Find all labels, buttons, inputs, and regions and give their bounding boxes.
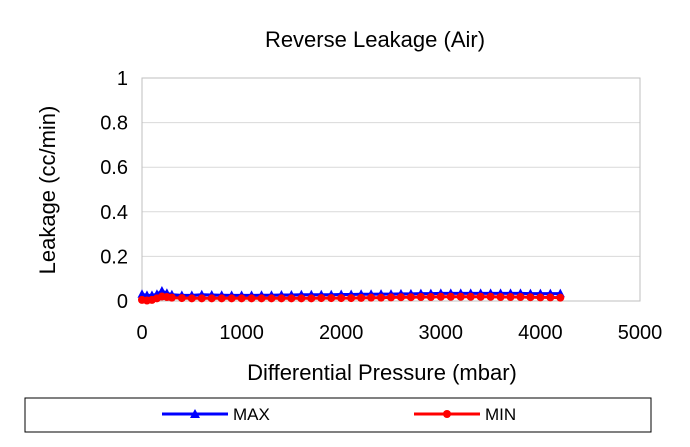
series-min-point <box>167 293 176 302</box>
gridlines <box>142 77 640 257</box>
series-min-point <box>247 294 256 303</box>
series-min-point <box>347 294 356 303</box>
series-min-point <box>526 293 535 302</box>
series-min-point <box>187 294 196 303</box>
x-tick-label: 5000 <box>618 322 663 344</box>
legend-box <box>24 397 652 433</box>
series-min-point <box>307 294 316 303</box>
series-min-point <box>387 293 395 302</box>
plot-area <box>141 77 641 302</box>
x-tick-labels: 0 1000 2000 3000 4000 5000 <box>136 322 662 344</box>
legend-min-label: MIN <box>485 405 516 424</box>
series-min-point <box>207 294 216 303</box>
legend-item-max: MAX <box>162 405 270 424</box>
series-min-point <box>177 294 186 303</box>
series-min-point <box>426 292 435 301</box>
series-min-point <box>396 293 405 302</box>
series-min-point <box>466 292 475 301</box>
series-min-point <box>516 292 525 301</box>
x-tick-label: 2000 <box>319 322 364 344</box>
legend-item-min: MIN <box>414 405 516 424</box>
series-min-point <box>217 294 226 303</box>
series-min-point <box>496 292 505 301</box>
series-min-point <box>367 293 376 302</box>
y-tick-labels: 0 0.2 0.4 0.6 0.8 1 <box>100 68 128 313</box>
series-min-point <box>377 293 386 302</box>
series-min-line <box>141 294 561 303</box>
x-tick-label: 0 <box>136 322 147 344</box>
y-tick-label: 0.2 <box>100 246 128 268</box>
series-min-point <box>506 292 515 301</box>
series-layer <box>137 285 565 305</box>
series-min-point <box>237 294 246 303</box>
x-tick-label: 3000 <box>419 322 464 344</box>
y-tick-label: 0.6 <box>100 157 128 179</box>
series-min-point <box>476 292 485 301</box>
x-tick-label: 4000 <box>518 322 563 344</box>
series-min-point <box>446 292 455 301</box>
series-min-point <box>406 293 415 302</box>
series-min-point <box>436 292 445 301</box>
series-min-point <box>277 294 286 303</box>
series-min-point <box>486 292 495 301</box>
series-min-point <box>297 294 306 303</box>
legend-min-marker <box>443 410 451 418</box>
y-tick-label: 1 <box>117 68 128 90</box>
series-min-point <box>416 292 425 301</box>
series-min-point <box>337 294 346 303</box>
series-min <box>138 292 565 305</box>
series-min-point <box>317 294 326 303</box>
x-tick-label: 1000 <box>219 322 264 344</box>
series-max-line <box>141 289 561 297</box>
legend-max-marker <box>190 409 200 418</box>
series-min-point <box>546 293 555 302</box>
chart-title: Reverse Leakage (Air) <box>265 27 485 52</box>
series-min-point <box>456 292 465 301</box>
legend-max-label: MAX <box>233 405 270 424</box>
series-min-point <box>327 294 336 303</box>
y-axis-title: Leakage (cc/min) <box>35 106 60 275</box>
series-min-point <box>197 294 206 303</box>
series-min-point <box>357 293 366 302</box>
x-axis-title: Differential Pressure (mbar) <box>247 360 517 385</box>
y-tick-label: 0 <box>117 291 128 313</box>
series-max-point <box>157 285 167 295</box>
series-min-point <box>257 294 266 303</box>
series-min-point <box>536 293 545 302</box>
series-min-point <box>227 294 236 303</box>
y-tick-label: 0.4 <box>100 202 128 224</box>
series-min-point <box>267 294 276 303</box>
y-tick-label: 0.8 <box>100 113 128 135</box>
series-min-point <box>287 294 296 303</box>
series-min-point <box>556 293 565 302</box>
